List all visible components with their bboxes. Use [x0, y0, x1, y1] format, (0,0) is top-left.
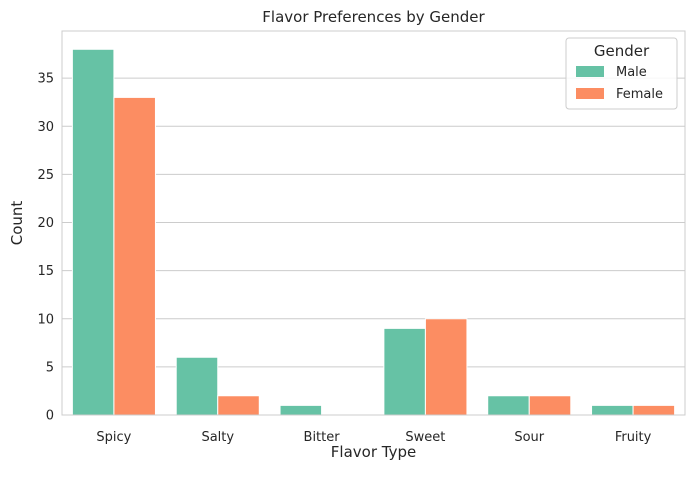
plot-frame — [61, 30, 686, 416]
y-tick-labels: 0 5 10 15 20 25 30 35 — [37, 72, 54, 424]
y-tick-label: 15 — [37, 264, 54, 279]
y-tick-label: 25 — [37, 168, 54, 183]
y-tick-label: 30 — [37, 120, 54, 135]
bar-male-salty — [175, 356, 219, 416]
x-tick-labels: Spicy Salty Bitter Sweet Sour Fruity — [96, 430, 651, 445]
y-tick-label: 0 — [46, 409, 54, 424]
legend-items: Male Female — [576, 65, 663, 102]
x-tick-label: Bitter — [304, 430, 341, 445]
y-tick-label: 10 — [37, 312, 54, 327]
bar-male-fruity — [591, 404, 634, 416]
legend-title: Gender — [594, 42, 650, 60]
x-tick-label: Sweet — [405, 430, 445, 445]
legend: Gender Male Female — [565, 37, 678, 110]
x-tick-label: Salty — [201, 430, 234, 445]
legend-label-male: Male — [616, 65, 647, 80]
y-tick-label: 35 — [37, 72, 54, 87]
bar-male-sweet — [383, 327, 426, 416]
y-tick-label: 5 — [46, 360, 54, 375]
legend-swatch-male — [576, 66, 604, 77]
x-tick-label: Sour — [514, 430, 544, 445]
bar-female-salty — [217, 395, 260, 416]
grid-lines — [62, 77, 685, 368]
legend-label-female: Female — [616, 87, 663, 102]
bar-female-spicy — [113, 96, 156, 416]
bar-female-fruity — [632, 404, 676, 416]
x-tick-label: Fruity — [615, 430, 652, 445]
bar-male-sour — [487, 395, 530, 416]
bar-female-sour — [528, 395, 572, 416]
bar-male-bitter — [279, 404, 323, 416]
bar-female-sweet — [424, 318, 468, 416]
chart-title: Flavor Preferences by Gender — [262, 8, 485, 26]
y-axis-label: Count — [8, 201, 26, 246]
y-tick-label: 20 — [37, 216, 54, 231]
x-axis-label: Flavor Type — [331, 443, 416, 461]
legend-swatch-female — [576, 88, 604, 99]
x-tick-label: Spicy — [96, 430, 131, 445]
bar-male-spicy — [71, 48, 115, 416]
